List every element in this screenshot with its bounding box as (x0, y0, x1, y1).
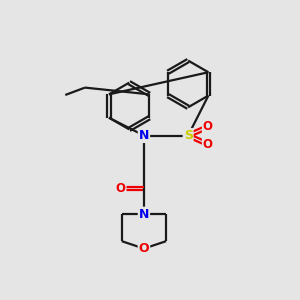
Text: S: S (184, 129, 193, 142)
Text: O: O (139, 242, 149, 255)
Text: O: O (116, 182, 126, 195)
Text: O: O (203, 138, 213, 151)
Text: N: N (139, 208, 149, 221)
Text: O: O (203, 120, 213, 134)
Text: N: N (139, 129, 149, 142)
